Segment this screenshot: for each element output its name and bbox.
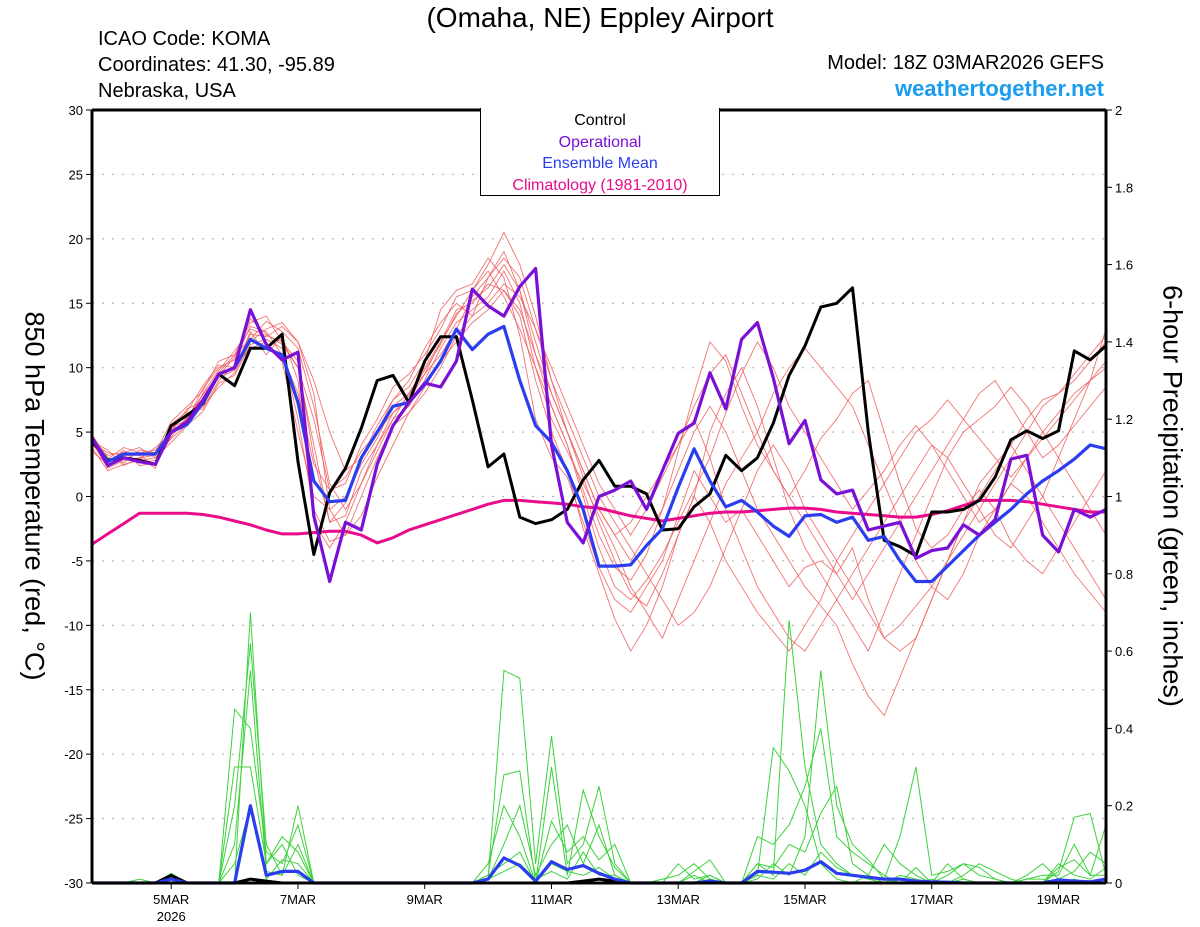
y-tick-label-left: 5: [76, 425, 83, 440]
x-tick-label: 9MAR: [407, 892, 443, 907]
y-tick-label-right: 1.6: [1115, 258, 1133, 273]
ticks: 302520151050-5-10-15-20-25-3021.81.61.41…: [64, 103, 1133, 924]
y-tick-label-right: 0.4: [1115, 721, 1133, 736]
y-tick-label-right: 0.6: [1115, 644, 1133, 659]
x-tick-label: 11MAR: [530, 892, 572, 907]
ensemble-mean-line: [90, 324, 1107, 584]
y-tick-label-left: 15: [69, 296, 83, 311]
operational-line: [90, 266, 1107, 584]
x-tick-label: 13MAR: [657, 892, 700, 907]
x-tick-label: 15MAR: [783, 892, 826, 907]
y-tick-label-left: -20: [64, 747, 83, 762]
y-tick-label-left: 25: [69, 167, 83, 182]
y-tick-label-right: 2: [1115, 103, 1122, 118]
y-tick-label-left: 30: [69, 103, 83, 118]
member-temp-line: [91, 263, 1107, 652]
member-temp-line: [91, 250, 1107, 581]
region: Nebraska, USA: [98, 80, 236, 102]
member-temp-line: [91, 270, 1107, 640]
x-tick-label: 17MAR: [910, 892, 953, 907]
y-tick-label-right: 0.8: [1115, 567, 1133, 582]
legend-operational: Operational: [558, 133, 642, 151]
legend: Control Operational Ensemble Mean Climat…: [480, 108, 720, 196]
legend-control: Control: [574, 112, 626, 129]
y-tick-label-left: 10: [69, 361, 83, 376]
y-tick-label-left: 0: [76, 490, 83, 505]
coordinates: Coordinates: 41.30, -95.89: [98, 54, 335, 76]
y-tick-label-left: -5: [71, 554, 83, 569]
y-tick-label-left: -25: [64, 812, 83, 827]
icao-code: ICAO Code: KOMA: [98, 28, 271, 50]
legend-climatology: Climatology (1981-2010): [512, 176, 688, 194]
main-series: [90, 266, 1107, 885]
legend-ensemble-mean: Ensemble Mean: [542, 155, 658, 172]
x-tick-sublabel: 2026: [157, 909, 186, 924]
ensemble-mean-precip-line: [92, 804, 1107, 885]
y-tick-label-left: -10: [64, 618, 83, 633]
member-precip-line: [92, 643, 1107, 884]
model-info: Model: 18Z 03MAR2026 GEFS weathertogethe…: [827, 50, 1104, 102]
site-link[interactable]: weathertogether.net: [894, 76, 1104, 101]
page-title: (Omaha, NE) Eppley Airport: [426, 2, 774, 33]
station-info: ICAO Code: KOMA Coordinates: 41.30, -95.…: [98, 26, 335, 104]
members-temp: [91, 231, 1107, 717]
member-temp-line: [91, 257, 1107, 652]
y-tick-label-left: 20: [69, 232, 83, 247]
x-tick-label: 19MAR: [1037, 892, 1080, 907]
y-tick-label-right: 0.2: [1115, 799, 1133, 814]
member-temp-line: [91, 231, 1107, 652]
y-tick-label-left: -30: [64, 876, 83, 891]
model-run: Model: 18Z 03MAR2026 GEFS: [827, 52, 1104, 74]
y-tick-label-right: 1.8: [1115, 180, 1133, 195]
x-tick-label: 7MAR: [280, 892, 316, 907]
member-temp-line: [91, 270, 1107, 601]
control-line: [90, 286, 1107, 558]
member-precip-line: [92, 670, 1107, 885]
member-precip-line: [92, 670, 1106, 884]
y-tick-label-right: 0: [1115, 876, 1122, 891]
x-tick-label: 5MAR: [153, 892, 189, 907]
y-tick-label-right: 1.4: [1115, 335, 1133, 350]
y-tick-label-left: -15: [64, 683, 83, 698]
y-tick-label-right: 1: [1115, 490, 1122, 505]
y-tick-label-right: 1.2: [1115, 412, 1133, 427]
